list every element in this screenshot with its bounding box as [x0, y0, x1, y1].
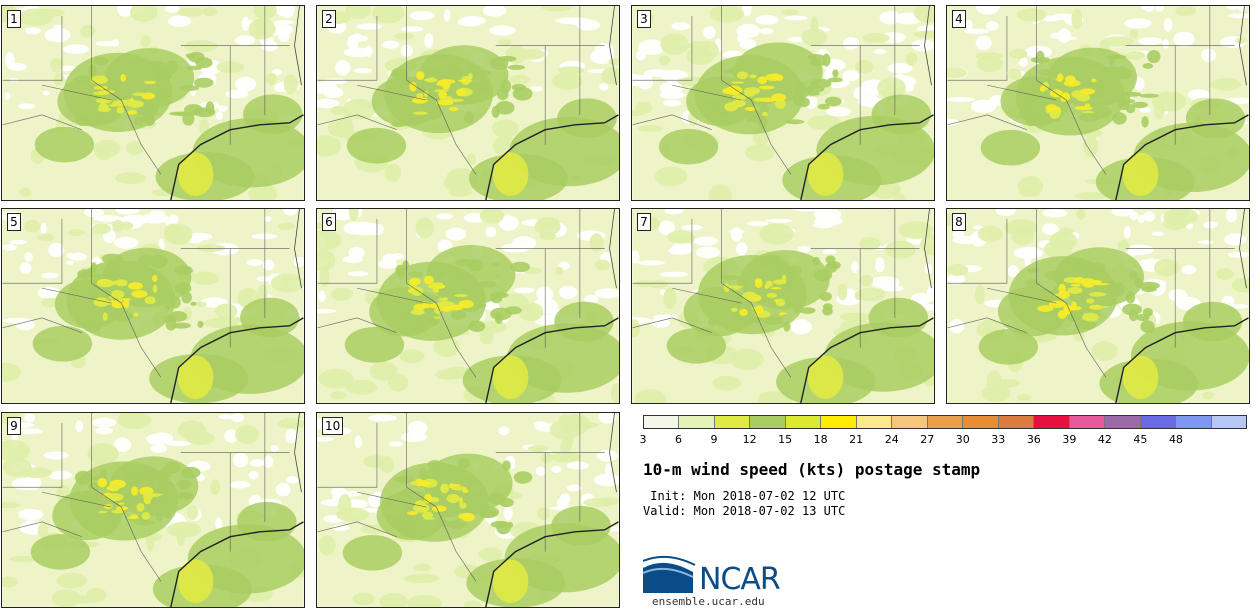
colorbar-segment — [679, 416, 715, 428]
init-time: Mon 2018-07-02 12 UTC — [693, 489, 846, 503]
member-label-7: 7 — [637, 213, 651, 231]
map-panel-3: 3 — [631, 5, 935, 201]
colorbar-segment — [927, 416, 964, 428]
colorbar-tick-label: 18 — [813, 433, 828, 446]
colorbar-segment — [1140, 416, 1177, 428]
colorbar-segment — [1034, 416, 1070, 428]
map-panel-10: 10 — [316, 412, 620, 608]
colorbar-tick-label: 27 — [920, 433, 935, 446]
map-panel-7: 7 — [631, 208, 935, 404]
colorbar-tick-label: 12 — [742, 433, 757, 446]
colorbar-tick-label: 21 — [849, 433, 864, 446]
wind-map-2 — [317, 6, 619, 200]
logo-text: NCAR — [699, 562, 781, 597]
map-panel-5: 5 — [1, 208, 305, 404]
colorbar-tick-label: 6 — [675, 433, 683, 446]
colorbar-tick-label: 39 — [1062, 433, 1077, 446]
map-panel-2: 2 — [316, 5, 620, 201]
colorbar-tick-label: 24 — [884, 433, 899, 446]
colorbar-tick-label: 9 — [710, 433, 718, 446]
member-label-6: 6 — [322, 213, 336, 231]
colorbar-tick-label: 33 — [991, 433, 1006, 446]
colorbar-tick-label: 30 — [955, 433, 970, 446]
wind-map-5 — [2, 209, 304, 403]
member-label-9: 9 — [7, 417, 21, 435]
wind-map-3 — [632, 6, 934, 200]
colorbar-tick-label: 15 — [778, 433, 793, 446]
wind-map-1 — [2, 6, 304, 200]
colorbar-segment — [856, 416, 893, 428]
wind-map-4 — [947, 6, 1249, 200]
colorbar-segment — [892, 416, 928, 428]
member-label-2: 2 — [322, 10, 336, 28]
wind-map-8 — [947, 209, 1249, 403]
wind-map-7 — [632, 209, 934, 403]
member-label-4: 4 — [952, 10, 966, 28]
map-panel-4: 4 — [946, 5, 1250, 201]
wind-map-6 — [317, 209, 619, 403]
colorbar-segment — [1211, 416, 1246, 428]
plot-title: 10-m wind speed (kts) postage stamp — [643, 460, 981, 479]
colorbar-segment — [785, 416, 822, 428]
map-panel-8: 8 — [946, 208, 1250, 404]
colorbar-segment — [1176, 416, 1212, 428]
valid-label: Valid: — [643, 504, 687, 518]
colorbar-tick-label: 45 — [1133, 433, 1148, 446]
colorbar-segment — [963, 416, 999, 428]
colorbar-segment — [1069, 416, 1106, 428]
map-panel-1: 1 — [1, 5, 305, 201]
ncar-logo-icon — [643, 555, 696, 593]
colorbar — [643, 415, 1247, 429]
colorbar-tick-label: 42 — [1097, 433, 1112, 446]
init-label: Init: — [643, 489, 687, 503]
colorbar-segment — [750, 416, 786, 428]
member-label-5: 5 — [7, 213, 21, 231]
colorbar-segment — [821, 416, 857, 428]
map-panel-6: 6 — [316, 208, 620, 404]
colorbar-segment — [1105, 416, 1141, 428]
colorbar-ticks: 3 6 9 12 15 18 21 24 27 30 33 36 39 42 45 48 — [639, 433, 1247, 447]
map-panel-9: 9 — [1, 412, 305, 608]
wind-map-9 — [2, 413, 304, 607]
time-info: Init: Mon 2018-07-02 12 UTC Valid: Mon 2… — [643, 489, 845, 519]
member-label-8: 8 — [952, 213, 966, 231]
colorbar-segment — [714, 416, 751, 428]
member-label-10: 10 — [322, 417, 344, 435]
colorbar-segment — [644, 416, 680, 428]
member-label-3: 3 — [637, 10, 651, 28]
colorbar-segment — [998, 416, 1035, 428]
member-label-1: 1 — [7, 10, 21, 28]
colorbar-tick-label: 3 — [639, 433, 647, 446]
logo-url: ensemble.ucar.edu — [652, 595, 765, 608]
colorbar-tick-label: 36 — [1026, 433, 1041, 446]
valid-time: Mon 2018-07-02 13 UTC — [693, 504, 846, 518]
wind-map-10 — [317, 413, 619, 607]
colorbar-tick-label: 48 — [1168, 433, 1183, 446]
